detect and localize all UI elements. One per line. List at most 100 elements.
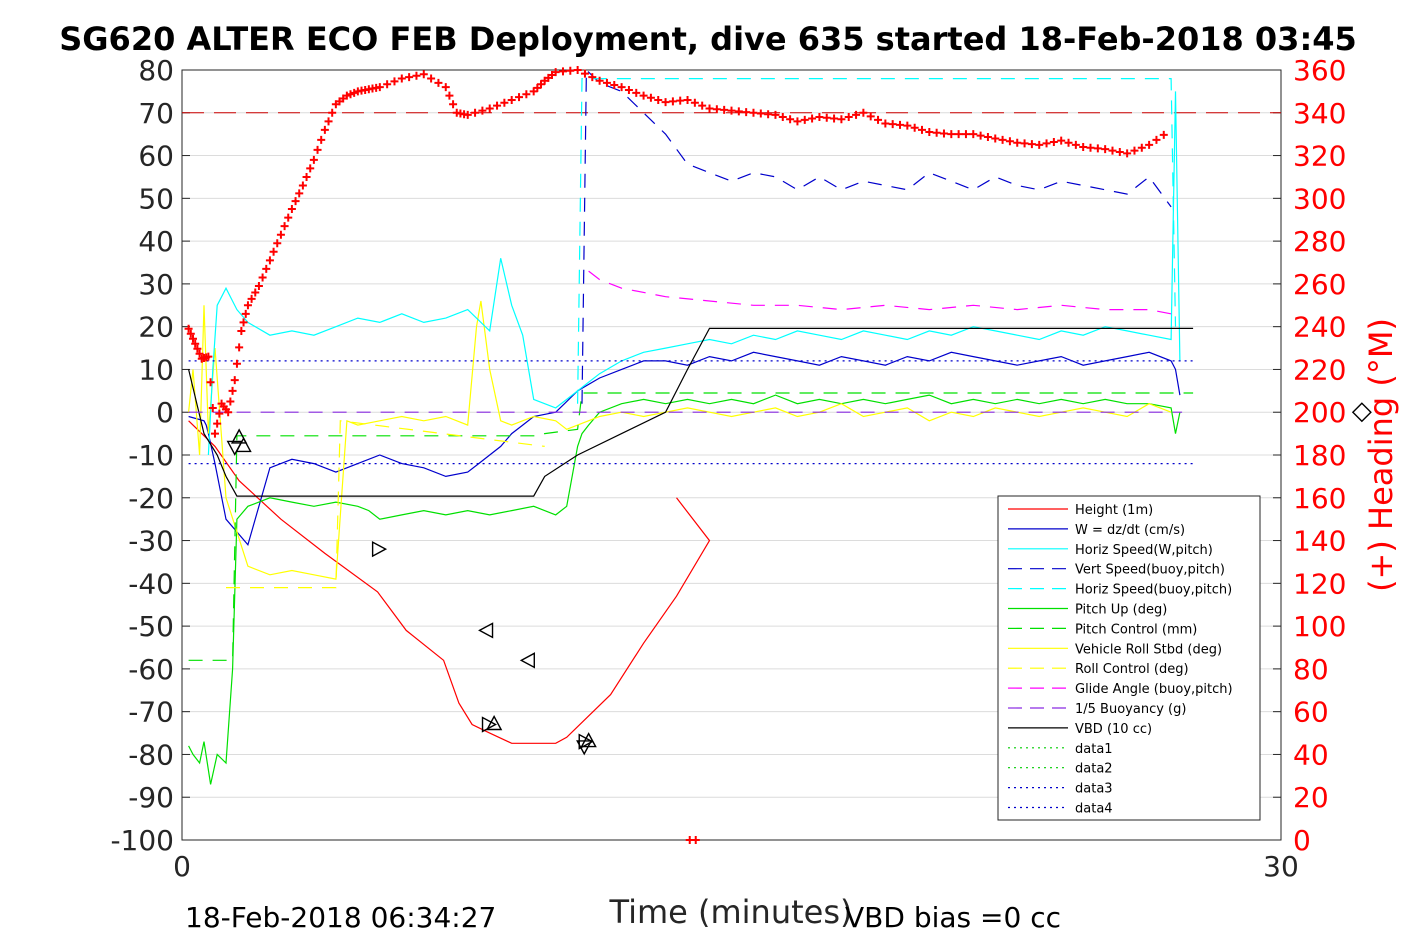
y-right-tick-label: 0: [1293, 824, 1311, 857]
heading-point: [1020, 139, 1029, 148]
legend-label: Glide Angle (buoy,pitch): [1075, 682, 1233, 697]
y-right-tick-label: 160: [1293, 482, 1346, 515]
y-tick-label: -100: [110, 824, 174, 857]
heading-point: [478, 106, 487, 115]
heading-point: [419, 70, 428, 79]
heading-point: [1145, 140, 1154, 149]
x-tick-label: 30: [1263, 850, 1299, 883]
heading-point: [580, 69, 589, 78]
legend-label: data3: [1075, 782, 1113, 797]
heading-point: [265, 256, 274, 265]
heading-point: [632, 88, 641, 97]
legend-label: Vehicle Roll Stbd (deg): [1075, 642, 1222, 657]
heading-point: [241, 309, 250, 318]
heading-point: [947, 130, 956, 139]
heading-point: [186, 329, 195, 338]
heading-point: [328, 108, 337, 117]
legend-label: VBD (10 cc): [1075, 722, 1152, 737]
marker-triangle-down: [226, 440, 243, 456]
heading-point: [1049, 138, 1058, 147]
heading-point: [262, 264, 271, 273]
legend-label: Horiz Speed(buoy,pitch): [1075, 583, 1232, 598]
y-tick-label: 40: [138, 225, 174, 258]
y-right-tick-label: 140: [1293, 525, 1346, 558]
y-tick-label: 60: [138, 140, 174, 173]
y-right-tick-label: 320: [1293, 140, 1346, 173]
heading-point: [280, 222, 289, 231]
heading-point: [874, 115, 883, 124]
heading-point: [445, 91, 454, 100]
heading-point: [507, 95, 516, 104]
heading-point: [515, 93, 524, 102]
legend-label: data1: [1075, 742, 1113, 757]
legend-label: Pitch Control (mm): [1075, 622, 1197, 637]
heading-point: [320, 125, 329, 134]
heading-point: [991, 134, 1000, 143]
heading-point: [434, 78, 443, 87]
y-tick-label: -60: [128, 653, 174, 686]
legend-label: Horiz Speed(W,pitch): [1075, 543, 1213, 558]
y-tick-label: 10: [138, 353, 174, 386]
heading-point: [441, 83, 450, 92]
heading-point: [566, 66, 575, 75]
heading-point: [749, 108, 758, 117]
heading-point: [228, 386, 237, 395]
heading-point: [397, 74, 406, 83]
heading-point: [1057, 136, 1066, 145]
y-right-tick-label: 220: [1293, 353, 1346, 386]
legend: Height (1m) W = dz/dt (cm/s) Horiz Speed(W…: [997, 495, 1261, 821]
heading-point: [837, 115, 846, 124]
heading-point: [881, 119, 890, 128]
marker-triangle-up: [235, 436, 252, 453]
heading-point: [676, 96, 685, 105]
heading-point: [1108, 146, 1117, 155]
marker-triangle-right: [371, 540, 388, 558]
heading-point: [324, 117, 333, 126]
y-right-tick-label: 300: [1293, 182, 1346, 215]
heading-point: [939, 129, 948, 138]
heading-point: [910, 123, 919, 132]
y-tick-label: 30: [138, 268, 174, 301]
y-tick-label: 70: [138, 97, 174, 130]
heading-point: [317, 135, 326, 144]
y-right-tick-label: 260: [1293, 268, 1346, 301]
heading-point: [602, 78, 611, 87]
heading-point: [1064, 138, 1073, 147]
x-tick-label: 0: [173, 850, 191, 883]
heading-point: [969, 130, 978, 139]
series-horiz_buoy: [577, 77, 1177, 404]
heading-point: [500, 98, 509, 107]
heading-point: [1042, 139, 1051, 148]
heading-point: [1027, 140, 1036, 149]
y-tick-label: -70: [128, 696, 174, 729]
chart-title: SG620 ALTER ECO FEB Deployment, dive 635…: [59, 20, 1357, 58]
y-tick-label: -80: [128, 738, 174, 771]
heading-point: [215, 409, 224, 418]
y-tick-label: 50: [138, 182, 174, 215]
y-right-tick-label: 80: [1293, 653, 1329, 686]
footer-vbd-bias: VBD bias =0 cc: [845, 901, 1061, 934]
series-horiz_w: [207, 91, 1181, 456]
heading-point: [390, 77, 399, 86]
heading-point: [1005, 137, 1014, 146]
heading-point: [463, 110, 472, 119]
y-axis-left-ticks: 80 70 60 50 40 30 20 10 0 -10 -20 -30 -40 -50 -60 -70 -8…: [110, 54, 190, 857]
heading-point: [235, 343, 244, 352]
heading-point: [610, 80, 619, 89]
heading-point: [1152, 135, 1161, 144]
heading-point: [844, 113, 853, 122]
heading-point: [226, 397, 235, 406]
legend-box: [997, 495, 1261, 821]
heading-point: [917, 125, 926, 134]
heading-point: [551, 68, 560, 77]
y-axis-right-ticks: 3603403203002802602402202001801601401201…: [1273, 54, 1346, 857]
heading-point: [639, 91, 648, 100]
series-w: [188, 351, 1181, 547]
legend-label: Height (1m): [1075, 503, 1153, 518]
heading-point: [661, 98, 670, 107]
heading-point: [815, 113, 824, 122]
heading-point: [764, 110, 773, 119]
heading-point: [251, 288, 260, 297]
heading-point: [206, 378, 215, 387]
footer-timestamp: 18-Feb-2018 06:34:27: [185, 901, 496, 934]
